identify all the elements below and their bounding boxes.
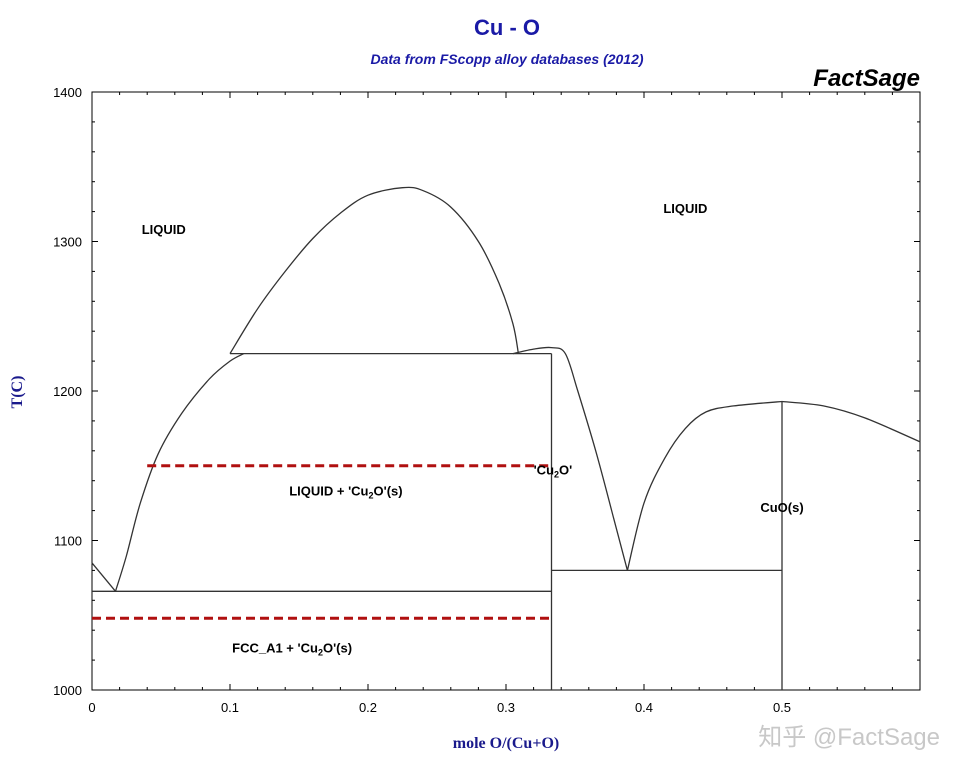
region-label-fcc-cu2o: FCC_A1 + 'Cu2O'(s) xyxy=(232,641,352,658)
x-axis-ticks: 0 0.1 0.2 0.3 0.4 0.5 xyxy=(88,92,921,715)
x-tick-label: 0.1 xyxy=(221,700,239,715)
phase-boundary-line xyxy=(229,186,520,354)
region-label-cuo: CuO(s) xyxy=(760,500,803,515)
x-tick-label: 0.3 xyxy=(497,700,515,715)
region-label-liquid-right: LIQUID xyxy=(663,201,707,216)
y-axis-ticks: 1000 1100 1200 1300 1400 xyxy=(53,85,920,698)
x-tick-label: 0.4 xyxy=(635,700,653,715)
region-label-liquid-cu2o: LIQUID + 'Cu2O'(s) xyxy=(289,484,402,501)
phase-boundary-line xyxy=(512,346,629,571)
watermark: 知乎 @FactSage xyxy=(758,724,940,751)
y-axis-label: T(C) xyxy=(9,376,26,409)
plot-frame xyxy=(91,91,921,691)
x-tick-label: 0.5 xyxy=(773,700,791,715)
x-axis-label: mole O/(Cu+O) xyxy=(453,735,559,752)
brand-logo: FactSage xyxy=(813,65,920,92)
phase-boundary-line xyxy=(114,353,245,592)
chart-title: Cu - O xyxy=(474,15,540,40)
phase-curves xyxy=(91,186,921,690)
phase-boundary-line xyxy=(91,562,117,592)
x-tick-label: 0 xyxy=(88,700,95,715)
phase-boundary-line xyxy=(781,400,921,443)
y-tick-label: 1400 xyxy=(53,85,82,100)
y-tick-label: 1100 xyxy=(54,534,82,549)
region-labels: LIQUID LIQUID LIQUID + 'Cu2O'(s) 'Cu2O' CuO(… xyxy=(142,201,804,658)
region-label-liquid-left: LIQUID xyxy=(142,222,186,237)
chart-subtitle: Data from FScopp alloy databases (2012) xyxy=(370,51,643,67)
y-tick-label: 1300 xyxy=(53,235,82,250)
y-tick-label: 1000 xyxy=(53,683,82,698)
y-tick-label: 1200 xyxy=(53,384,82,399)
phase-boundary-line xyxy=(626,400,783,571)
x-tick-label: 0.2 xyxy=(359,700,377,715)
region-label-cu2o: 'Cu2O' xyxy=(534,463,573,480)
